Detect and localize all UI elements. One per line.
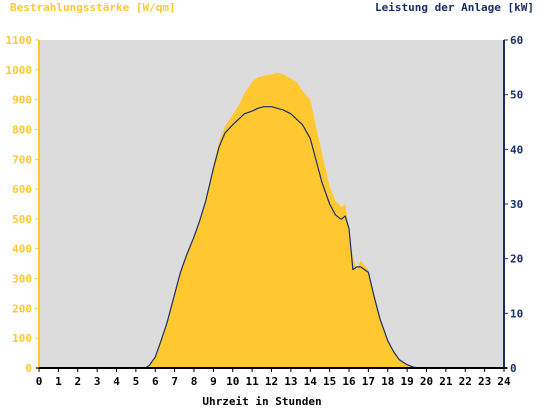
x-tick-label: 7 bbox=[171, 375, 178, 388]
y-left-tick-label: 100 bbox=[12, 332, 32, 345]
x-tick-label: 17 bbox=[362, 375, 375, 388]
x-tick-label: 8 bbox=[191, 375, 198, 388]
series-layer bbox=[39, 72, 504, 369]
y-left-tick-label: 1000 bbox=[6, 64, 33, 77]
y-left-tick-label: 1100 bbox=[6, 34, 33, 47]
x-tick-label: 18 bbox=[381, 375, 394, 388]
x-tick-label: 10 bbox=[226, 375, 239, 388]
x-axis-title: Uhrzeit in Stunden bbox=[202, 395, 321, 408]
y-left-tick-label: 600 bbox=[12, 183, 32, 196]
y-right-tick-label: 20 bbox=[510, 253, 523, 266]
y-right-tick-label: 40 bbox=[510, 143, 523, 156]
x-tick-label: 19 bbox=[401, 375, 414, 388]
y-left-tick-label: 0 bbox=[25, 362, 32, 375]
y-right-tick-label: 30 bbox=[510, 198, 523, 211]
x-tick-label: 3 bbox=[94, 375, 101, 388]
x-tick-label: 15 bbox=[323, 375, 336, 388]
y-left-tick-label: 400 bbox=[12, 243, 32, 256]
x-tick-label: 22 bbox=[459, 375, 472, 388]
y-left-tick-label: 700 bbox=[12, 153, 32, 166]
right-axis-title: Leistung der Anlage [kW] bbox=[375, 1, 534, 14]
y-right-tick-label: 60 bbox=[510, 34, 523, 47]
left-axis-title: Bestrahlungsstärke [W/qm] bbox=[10, 1, 176, 14]
y-left-tick-label: 200 bbox=[12, 302, 32, 315]
x-tick-label: 12 bbox=[265, 375, 278, 388]
y-left-tick-label: 500 bbox=[12, 213, 32, 226]
x-tick-label: 16 bbox=[342, 375, 356, 388]
x-tick-label: 9 bbox=[210, 375, 217, 388]
x-tick-label: 1 bbox=[55, 375, 62, 388]
x-tick-label: 2 bbox=[74, 375, 81, 388]
x-tick-label: 23 bbox=[478, 375, 491, 388]
y-right-tick-label: 0 bbox=[510, 362, 517, 375]
x-tick-label: 5 bbox=[133, 375, 140, 388]
x-tick-label: 4 bbox=[113, 375, 120, 388]
x-tick-label: 11 bbox=[246, 375, 260, 388]
x-tick-label: 21 bbox=[439, 375, 453, 388]
x-tick-label: 13 bbox=[284, 375, 297, 388]
power-line bbox=[39, 106, 504, 369]
y-right-tick-label: 10 bbox=[510, 307, 523, 320]
irradiance-area bbox=[39, 72, 504, 369]
x-tick-label: 14 bbox=[304, 375, 318, 388]
y-left-tick-label: 300 bbox=[12, 273, 32, 286]
x-tick-label: 20 bbox=[420, 375, 433, 388]
y-right-tick-label: 50 bbox=[510, 89, 523, 102]
x-tick-label: 6 bbox=[152, 375, 159, 388]
x-tick-label: 24 bbox=[497, 375, 511, 388]
y-left-tick-label: 900 bbox=[12, 94, 32, 107]
y-left-tick-label: 800 bbox=[12, 123, 32, 136]
x-tick-label: 0 bbox=[36, 375, 43, 388]
ticks-layer: 0100200300400500600700800900100011000102… bbox=[6, 34, 524, 388]
